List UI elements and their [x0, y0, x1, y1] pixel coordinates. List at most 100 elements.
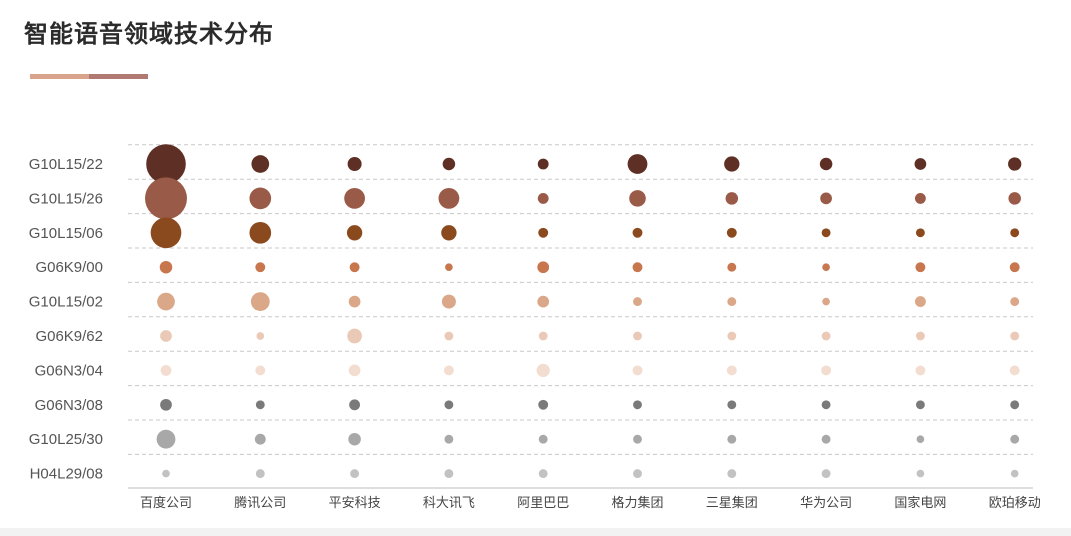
bubble: [727, 262, 737, 272]
bubble: [445, 263, 453, 272]
bubble: [633, 297, 642, 307]
x-tick-label: 华为公司: [800, 496, 852, 511]
accent-segment-right: [89, 74, 148, 79]
bubble: [442, 157, 456, 171]
bubble: [441, 294, 456, 309]
bubble: [821, 434, 831, 444]
bubble: [822, 263, 830, 272]
bubble: [349, 399, 361, 411]
bubble: [538, 434, 548, 444]
bubble: [537, 261, 550, 274]
bubble: [914, 158, 927, 170]
x-tick-label: 百度公司: [140, 495, 192, 511]
bubble: [160, 398, 172, 411]
bubble: [915, 228, 925, 238]
bubble: [349, 262, 360, 273]
bubble: [914, 192, 926, 204]
bubble: [633, 434, 642, 444]
bubble: [914, 296, 926, 308]
bubble: [347, 328, 362, 344]
bubble: [725, 192, 739, 205]
x-tick-label: 格力集团: [611, 495, 663, 511]
bubble: [821, 331, 831, 341]
bubble: [726, 227, 737, 238]
bubble: [915, 365, 926, 376]
y-tick-label: G10L15/26: [29, 190, 103, 207]
bubble: [538, 469, 548, 479]
bubble: [727, 400, 737, 410]
bubble: [160, 364, 172, 376]
bubble: [254, 433, 266, 445]
bubble: [347, 157, 362, 171]
bubble: [1009, 365, 1020, 376]
bubble: [916, 435, 925, 444]
bubble: [146, 144, 186, 184]
x-tick-label: 平安科技: [329, 496, 381, 511]
bubble: [444, 331, 454, 341]
bubble: [444, 400, 454, 410]
x-tick-label: 国家电网: [894, 495, 946, 511]
bubble: [346, 225, 363, 241]
bubble: [251, 155, 270, 173]
bubble: [159, 260, 173, 274]
bubble: [444, 469, 454, 479]
bubble: [629, 190, 646, 207]
bubble: [537, 295, 550, 308]
y-tick-label: G06K9/62: [35, 328, 103, 345]
bubble: [538, 399, 549, 410]
bubble: [150, 217, 182, 249]
bubble: [821, 365, 832, 376]
bubble: [249, 221, 272, 244]
bubble: [633, 331, 642, 341]
bubble: [915, 262, 926, 273]
bubble: [536, 363, 550, 378]
bubble: [822, 297, 830, 306]
bubble: [1010, 469, 1019, 478]
x-tick-label: 腾讯公司: [234, 495, 286, 511]
bubble: [162, 469, 170, 478]
bubble: [1010, 331, 1020, 341]
bubble: [821, 228, 831, 238]
accent-segment-left: [30, 74, 89, 79]
bubble: [727, 469, 737, 479]
y-tick-label: G10L15/06: [29, 225, 103, 242]
bubble: [819, 157, 833, 171]
bubble: [727, 434, 737, 444]
bottom-band: [0, 528, 1071, 536]
bubble: [627, 154, 648, 174]
x-tick-label: 三星集团: [706, 495, 758, 511]
bubble: [255, 262, 266, 273]
y-tick-label: G10L15/22: [29, 156, 103, 173]
bubble: [633, 400, 642, 410]
page-title: 智能语音领域技术分布: [24, 20, 274, 48]
bubble: [1010, 434, 1020, 444]
bubble: [537, 192, 549, 204]
bubble: [344, 188, 365, 209]
bubble: [348, 295, 361, 308]
bubble: [1008, 157, 1022, 171]
x-tick-label: 欧珀移动: [989, 496, 1041, 511]
y-tick-label: H04L29/08: [30, 466, 103, 483]
bubble: [915, 400, 925, 410]
bubble: [537, 158, 549, 170]
bubble: [916, 469, 925, 478]
bubble: [350, 469, 360, 479]
bubble: [538, 331, 548, 341]
bubble: [441, 225, 457, 241]
bubble: [821, 400, 831, 410]
y-tick-label: G10L15/02: [29, 294, 103, 311]
bubble: [538, 227, 549, 238]
bubble: [1010, 400, 1020, 410]
y-tick-label: G06K9/00: [35, 259, 103, 276]
bubble: [256, 332, 265, 340]
x-tick-label: 阿里巴巴: [517, 496, 569, 511]
bubble: [249, 187, 272, 210]
bubble: [1008, 192, 1021, 205]
bubble: [160, 330, 172, 342]
bubble: [255, 365, 266, 376]
title-accent-bar: [30, 74, 148, 79]
bubble: [157, 292, 175, 311]
bubble: [348, 364, 361, 377]
bubble: [1009, 262, 1020, 273]
bubble: [145, 177, 187, 220]
